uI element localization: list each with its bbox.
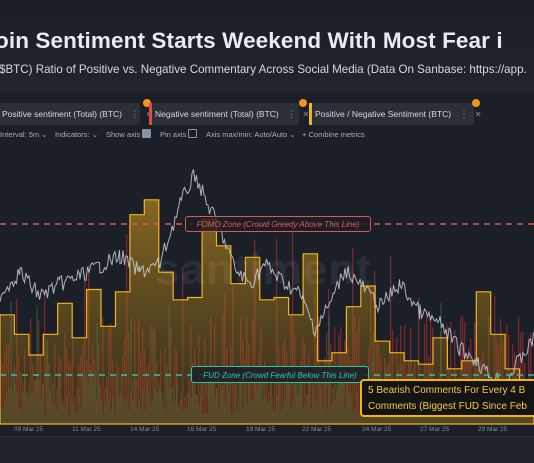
interval-select[interactable]: Interval: 5m ⌄ — [0, 128, 48, 142]
chevron-down-icon: ⌄ — [91, 130, 98, 139]
chart-toolbar: Interval: 5m ⌄ Indicators: ⌄ Show axis P… — [0, 128, 534, 142]
indicators-label: Indicators: — [55, 130, 90, 139]
btc-coin-icon — [472, 99, 480, 107]
negative-sentiment-bar — [520, 332, 522, 424]
x-tick-label: 22 Mar 25 — [302, 426, 332, 433]
legend-label-ratio: Positive / Negative Sentiment (BTC) — [315, 109, 452, 119]
x-tick-label: 16 Mar 25 — [187, 426, 217, 433]
legend-chip-positive[interactable]: Positive sentiment (Total) (BTC) ⋮ ✕ — [0, 103, 152, 125]
x-tick-label: 29 Mar 25 — [478, 426, 508, 433]
santiment-watermark: santiment — [155, 245, 372, 294]
negative-sentiment-bar — [390, 256, 392, 424]
metric-legend: Positive sentiment (Total) (BTC) ⋮ ✕ Neg… — [0, 99, 534, 126]
pin-axis-toggle[interactable]: Pin axis — [160, 128, 198, 142]
show-axis-checkbox[interactable] — [142, 129, 152, 138]
legend-chip-negative[interactable]: Negative sentiment (Total) (BTC) ⋮ ✕ — [149, 103, 309, 125]
x-tick-label: 14 Mar 25 — [130, 426, 160, 433]
x-tick-label: 09 Mar 25 — [14, 426, 44, 433]
chevron-down-icon: ⌄ — [289, 130, 296, 139]
interval-label: Interval: 5m — [0, 130, 40, 139]
page-subtitle: $BTC) Ratio of Positive vs. Negative Com… — [0, 63, 527, 76]
negative-color-bar — [149, 103, 152, 125]
fomo-zone-label: FOMO Zone (Crowd Greedy Above This Line) — [185, 216, 371, 232]
pin-axis-label: Pin axis — [160, 130, 187, 139]
annotation-line-2: Comments (Biggest FUD Since Feb — [368, 401, 527, 412]
show-axis-label: Show axis — [106, 130, 141, 139]
btc-price-line — [0, 169, 534, 388]
kebab-menu-icon[interactable]: ⋮ — [459, 109, 469, 119]
indicators-select[interactable]: Indicators: ⌄ — [55, 128, 98, 142]
page-title: oin Sentiment Starts Weekend With Most F… — [0, 28, 503, 53]
plus-icon: + — [302, 130, 307, 139]
x-tick-label: 19 Mar 25 — [246, 426, 276, 433]
legend-label-negative: Negative sentiment (Total) (BTC) — [155, 109, 279, 119]
combine-metrics-label: Combine metrics — [308, 130, 365, 139]
x-tick-label: 27 Mar 25 — [420, 426, 450, 433]
chevron-down-icon: ⌄ — [41, 130, 48, 139]
btc-coin-icon — [143, 99, 151, 107]
bottom-bar — [0, 436, 534, 463]
annotation-line-1: 5 Bearish Comments For Every 4 B — [368, 385, 526, 396]
show-axis-toggle[interactable]: Show axis — [106, 128, 152, 142]
close-icon[interactable]: ✕ — [474, 110, 482, 119]
x-axis: 09 Mar 25 11 Mar 25 14 Mar 25 16 Mar 25 19 M… — [0, 424, 534, 436]
kebab-menu-icon[interactable]: ⋮ — [130, 109, 140, 119]
combine-metrics-button[interactable]: + Combine metrics — [302, 128, 365, 142]
fud-zone-label: FUD Zone (Crowd Fearful Below This Line) — [191, 366, 369, 383]
ratio-color-bar — [309, 103, 312, 125]
x-tick-label: 24 Mar 25 — [362, 426, 392, 433]
negative-sentiment-bar — [530, 332, 532, 424]
axis-minmax-select[interactable]: Axis max/min: Auto/Auto ⌄ — [206, 128, 296, 142]
chart-header: oin Sentiment Starts Weekend With Most F… — [0, 0, 534, 92]
x-tick-label: 11 Mar 25 — [72, 426, 101, 433]
kebab-menu-icon[interactable]: ⋮ — [287, 109, 297, 119]
legend-chip-ratio[interactable]: Positive / Negative Sentiment (BTC) ⋮ ✕ — [309, 103, 482, 125]
close-icon[interactable]: ✕ — [302, 110, 310, 119]
axis-minmax-label: Axis max/min: Auto/Auto — [206, 130, 288, 139]
ratio-step-area — [0, 199, 534, 425]
btc-coin-icon — [299, 99, 307, 107]
fud-annotation-box: 5 Bearish Comments For Every 4 B Comment… — [360, 379, 534, 417]
legend-label-positive: Positive sentiment (Total) (BTC) — [2, 109, 122, 119]
pin-axis-checkbox[interactable] — [188, 129, 198, 138]
